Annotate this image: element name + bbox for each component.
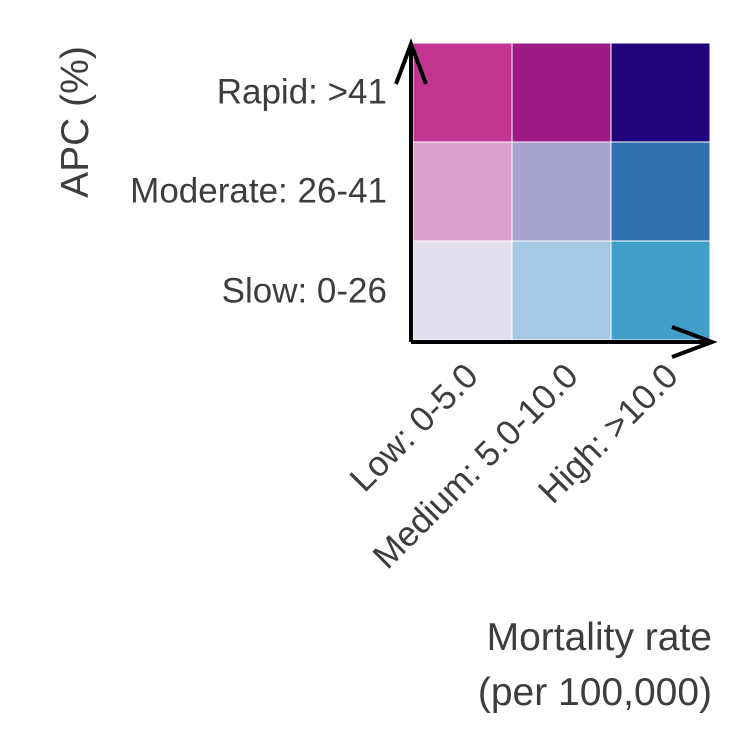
legend-cell-low-moderate	[412, 141, 513, 242]
y-tick-label-slow: Slow: 0-26	[222, 271, 387, 310]
x-axis-arrow	[671, 325, 718, 359]
legend-cell-high-rapid	[610, 42, 711, 143]
legend-cells	[412, 42, 711, 341]
legend-cell-high-moderate	[610, 141, 711, 242]
y-axis-arrow	[394, 38, 428, 85]
legend-cell-medium-moderate	[511, 141, 612, 242]
chart-axes	[394, 38, 718, 359]
y-tick-label-rapid: Rapid: >41	[217, 72, 387, 111]
y-tick-label-moderate: Moderate: 26-41	[130, 171, 387, 210]
legend-cell-low-slow	[412, 240, 513, 341]
legend-cell-medium-rapid	[511, 42, 612, 143]
legend-cell-low-rapid	[412, 42, 513, 143]
legend-cell-medium-slow	[511, 240, 612, 341]
x-tick-labels: Low: 0-5.0 Medium: 5.0-10.0 High: >10.0	[343, 356, 686, 576]
x-axis-title-line-1: Mortality rate	[487, 616, 712, 659]
legend-cell-high-slow	[610, 240, 711, 341]
y-tick-labels: Rapid: >41 Moderate: 26-41 Slow: 0-26	[130, 72, 387, 310]
y-axis-title: APC (%)	[54, 46, 97, 198]
x-axis-title-line-2: (per 100,000)	[478, 671, 712, 714]
